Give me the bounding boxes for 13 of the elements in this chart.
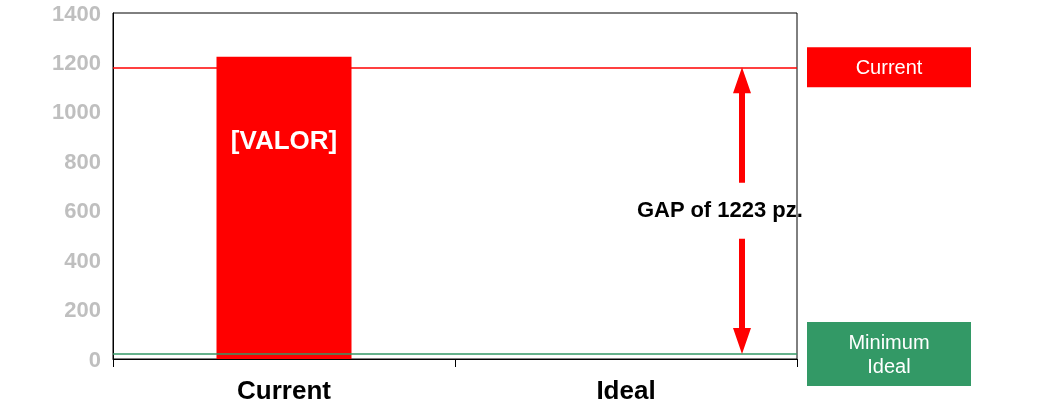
ref-line-label: Current [855, 56, 923, 79]
annotation: GAP of 1223 pz. [637, 197, 803, 223]
data-label: [VALOR] [230, 124, 338, 155]
y-tick-label: 600 [64, 198, 101, 224]
ref-line-label: Minimum Ideal [848, 331, 930, 378]
y-tick-label: 0 [88, 346, 101, 372]
y-tick-label: 400 [64, 247, 101, 273]
y-tick-label: 1000 [52, 99, 101, 125]
y-tick-label: 200 [64, 297, 101, 323]
x-tick-label: Ideal [596, 375, 656, 405]
y-tick-label: 1200 [52, 49, 101, 75]
y-tick-label: 800 [64, 148, 101, 174]
y-tick-label: 1400 [52, 0, 101, 26]
